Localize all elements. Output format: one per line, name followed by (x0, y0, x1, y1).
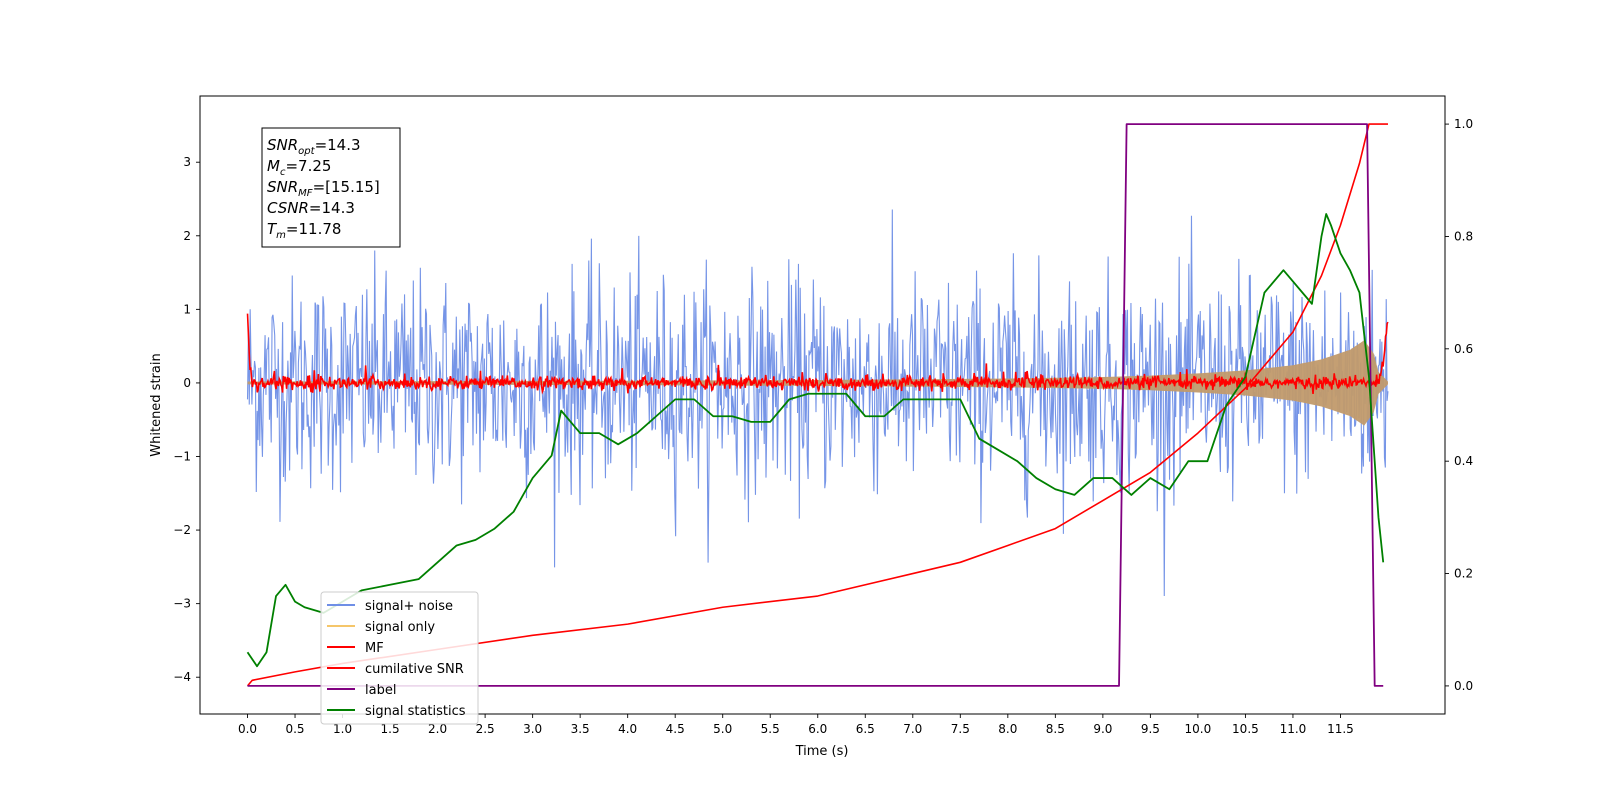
annotation-box: SNRopt=14.3Mc=7.25SNRMF=[15.15]CSNR=14.3… (261, 127, 401, 248)
annotation-line: CSNR=14.3 (267, 199, 355, 217)
y-left-tick-label: 1 (183, 302, 191, 316)
legend-label: label (365, 683, 396, 698)
x-tick-label: 10.5 (1232, 722, 1259, 736)
legend: signal+ noise signal only MF cumilative SNR… (320, 591, 479, 725)
y-right-tick-label: 0.0 (1454, 679, 1473, 693)
x-tick-label: 5.0 (713, 722, 732, 736)
legend-label: signal only (365, 620, 435, 635)
y-left-tick-label: 3 (183, 155, 191, 169)
x-tick-label: 7.0 (903, 722, 922, 736)
signal-statistics-line (246, 213, 1385, 668)
x-tick-label: 6.5 (856, 722, 875, 736)
legend-label: signal+ noise (365, 599, 453, 614)
plot-frame (199, 95, 1446, 715)
x-tick-label: 3.0 (523, 722, 542, 736)
x-tick-label: 4.0 (618, 722, 637, 736)
y-left-tick-label: −1 (173, 450, 191, 464)
y-right-tick-label: 0.8 (1454, 229, 1473, 243)
series-signal-statistics (246, 213, 1385, 668)
x-tick-label: 0.0 (238, 722, 257, 736)
y-left-tick-label: −2 (173, 523, 191, 537)
y-left-tick-label: −4 (173, 670, 191, 684)
x-tick-label: 3.5 (571, 722, 590, 736)
legend-label: cumilative SNR (365, 662, 464, 677)
x-tick-label: 2.0 (428, 722, 447, 736)
annotation-line: Tm=11.78 (267, 220, 341, 241)
annotation-line: SNRMF=[15.15] (267, 178, 380, 199)
axes: 0.0 0.5 1.0 1.5 2.0 2.5 3.0 3.5 4.0 4.5 5.0 5.5 6.0 6… (173, 117, 1473, 736)
x-tick-label: 11.0 (1280, 722, 1307, 736)
annotation-line: Mc=7.25 (267, 157, 331, 178)
y-right-tick-label: 0.2 (1454, 567, 1473, 581)
y-left-tick-label: 2 (183, 229, 191, 243)
series-mf (246, 313, 1389, 395)
y-left-tick-label: 0 (183, 376, 191, 390)
y-axis-label: Whitened strain (149, 353, 164, 456)
x-tick-label: 7.5 (951, 722, 970, 736)
x-tick-label: 0.5 (285, 722, 304, 736)
y-left-tick-label: −3 (173, 597, 191, 611)
x-axis-label: Time (s) (795, 744, 849, 759)
label-line (247, 123, 1384, 687)
x-tick-label: 10.0 (1185, 722, 1212, 736)
signal-plus-noise-line (246, 209, 1389, 596)
x-tick-label: 1.0 (333, 722, 352, 736)
series-signal-plus-noise (246, 209, 1389, 596)
x-tick-label: 6.0 (808, 722, 827, 736)
legend-label: MF (365, 641, 384, 656)
x-tick-label: 9.5 (1141, 722, 1160, 736)
x-tick-label: 5.5 (761, 722, 780, 736)
x-tick-label: 8.0 (998, 722, 1017, 736)
legend-label: signal statistics (365, 704, 466, 719)
y-right-tick-label: 0.4 (1454, 454, 1473, 468)
annotation-line: SNRopt=14.3 (267, 136, 361, 157)
x-tick-label: 1.5 (381, 722, 400, 736)
series-label (247, 123, 1384, 687)
x-tick-label: 4.5 (666, 722, 685, 736)
y-right-tick-label: 1.0 (1454, 117, 1473, 131)
mf-line (246, 313, 1389, 395)
y-right-tick-label: 0.6 (1454, 342, 1473, 356)
x-tick-label: 2.5 (476, 722, 495, 736)
x-tick-label: 11.5 (1327, 722, 1354, 736)
x-tick-label: 9.0 (1093, 722, 1112, 736)
x-tick-label: 8.5 (1046, 722, 1065, 736)
